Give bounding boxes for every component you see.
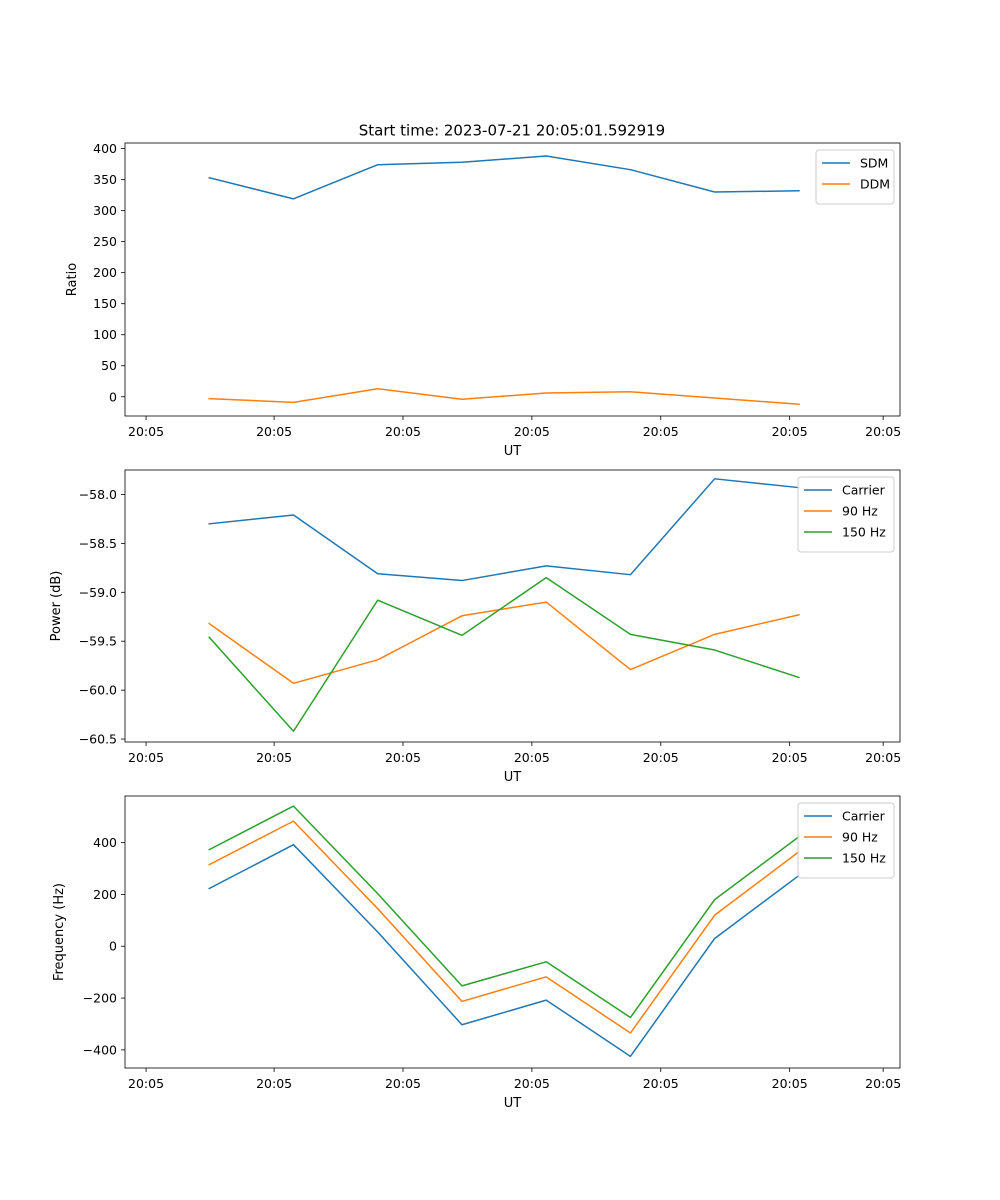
ratio-y-tick-label: 200: [93, 265, 117, 280]
ratio-y-tick-label: 400: [93, 141, 117, 156]
frequency-legend-label-150-hz: 150 Hz: [842, 851, 886, 866]
frequency-x-tick-label: 20:05: [385, 1076, 421, 1091]
ratio-y-tick-label: 100: [93, 327, 117, 342]
ratio-x-axis-label: UT: [504, 444, 522, 459]
ratio-series-line-ddm: [208, 387, 800, 406]
subplots: 20:05 20:05 20:05 20:05 20:05 20:05 20:05 0 50 10…: [49, 141, 901, 1111]
power-x-tick-label: 20:05: [772, 750, 808, 765]
power-y-axis-label: Power (dB): [49, 571, 64, 642]
frequency-legend-box: [797, 802, 895, 879]
ratio-x-tick-label: 20:05: [385, 424, 421, 439]
power-x-tick-label: 20:05: [385, 750, 421, 765]
ratio-y-tick-label: 350: [93, 172, 117, 187]
frequency-x-tick-label: 20:05: [128, 1076, 164, 1091]
frequency-axes-frame: [124, 795, 901, 1069]
frequency-y-tick-label: 400: [93, 835, 117, 850]
frequency-y-tick-label: −400: [83, 1042, 117, 1057]
figure-title: Start time: 2023-07-21 20:05:01.592919: [359, 122, 665, 140]
ratio-series-line-sdm: [208, 155, 800, 200]
power-legend-box: [797, 476, 895, 553]
subplot-power: 20:05 20:05 20:05 20:05 20:05 20:05 20:05 −60.5…: [49, 469, 901, 785]
frequency-x-tick-label: 20:05: [865, 1076, 901, 1091]
ratio-x-tick-label: 20:05: [865, 424, 901, 439]
frequency-x-tick-label: 20:05: [514, 1076, 550, 1091]
frequency-x-axis-label: UT: [504, 1096, 522, 1111]
frequency-series-line-90-hz: [208, 820, 800, 1034]
ratio-y-tick-label: 250: [93, 234, 117, 249]
ratio-axes-frame: [124, 142, 901, 417]
frequency-y-tick-label: 200: [93, 887, 117, 902]
ratio-x-tick-label: 20:05: [256, 424, 292, 439]
power-y-tick-label: −58.5: [79, 536, 117, 551]
power-legend-label-150-hz: 150 Hz: [842, 525, 886, 540]
ratio-legend-label-sdm: SDM: [860, 156, 888, 171]
frequency-legend: Carrier 90 Hz 150 Hz: [797, 802, 895, 879]
power-series-line-carrier: [208, 478, 800, 582]
frequency-y-axis-label: Frequency (Hz): [52, 883, 67, 981]
power-series-line-150-hz: [208, 576, 800, 732]
power-x-axis-label: UT: [504, 770, 522, 785]
ratio-y-tick-label: 0: [109, 389, 117, 404]
ratio-legend: SDM DDM: [815, 149, 895, 205]
ratio-y-tick-label: 300: [93, 203, 117, 218]
power-y-tick-label: −58.0: [79, 487, 117, 502]
frequency-series-line-150-hz: [208, 805, 800, 1019]
ratio-x-tick-label: 20:05: [643, 424, 679, 439]
frequency-series-line-carrier: [208, 843, 800, 1058]
power-x-tick-label: 20:05: [865, 750, 901, 765]
power-legend-label-carrier: Carrier: [842, 483, 886, 498]
power-x-tick-label: 20:05: [128, 750, 164, 765]
ratio-x-tick-label: 20:05: [128, 424, 164, 439]
frequency-y-tick-label: −200: [83, 991, 117, 1006]
frequency-legend-label-90-hz: 90 Hz: [842, 830, 878, 845]
subplot-ratio: 20:05 20:05 20:05 20:05 20:05 20:05 20:05 0 50 10…: [65, 141, 901, 459]
ratio-x-tick-label: 20:05: [514, 424, 550, 439]
power-y-tick-label: −59.0: [79, 585, 117, 600]
power-legend-label-90-hz: 90 Hz: [842, 504, 878, 519]
frequency-legend-label-carrier: Carrier: [842, 809, 886, 824]
power-x-tick-label: 20:05: [643, 750, 679, 765]
power-axes-frame: [124, 469, 901, 743]
power-series-line-90-hz: [208, 601, 800, 685]
ratio-x-tick-label: 20:05: [772, 424, 808, 439]
power-y-tick-label: −59.5: [79, 634, 117, 649]
subplot-frequency: 20:05 20:05 20:05 20:05 20:05 20:05 20:05 −400 −…: [52, 795, 901, 1111]
frequency-x-tick-label: 20:05: [772, 1076, 808, 1091]
ratio-y-tick-label: 150: [93, 296, 117, 311]
power-legend: Carrier 90 Hz 150 Hz: [797, 476, 895, 553]
power-x-tick-label: 20:05: [514, 750, 550, 765]
frequency-x-tick-label: 20:05: [256, 1076, 292, 1091]
ratio-legend-label-ddm: DDM: [860, 177, 890, 192]
power-y-tick-label: −60.0: [79, 683, 117, 698]
power-y-tick-label: −60.5: [79, 732, 117, 747]
ratio-y-tick-label: 50: [101, 358, 117, 373]
frequency-y-tick-label: 0: [109, 939, 117, 954]
ratio-y-axis-label: Ratio: [65, 263, 80, 296]
power-x-tick-label: 20:05: [256, 750, 292, 765]
frequency-x-tick-label: 20:05: [643, 1076, 679, 1091]
